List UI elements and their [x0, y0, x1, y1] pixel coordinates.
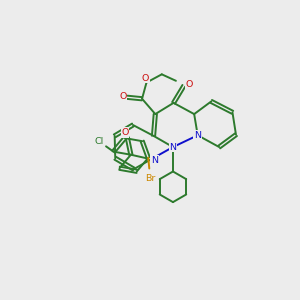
Text: N: N [169, 142, 176, 152]
Text: O: O [119, 92, 127, 101]
Text: O: O [121, 128, 129, 137]
Text: Cl: Cl [95, 137, 104, 146]
Text: N: N [151, 156, 158, 165]
Text: Br: Br [145, 175, 155, 184]
Text: O: O [185, 80, 193, 89]
Text: O: O [142, 74, 149, 83]
Text: N: N [194, 131, 201, 140]
